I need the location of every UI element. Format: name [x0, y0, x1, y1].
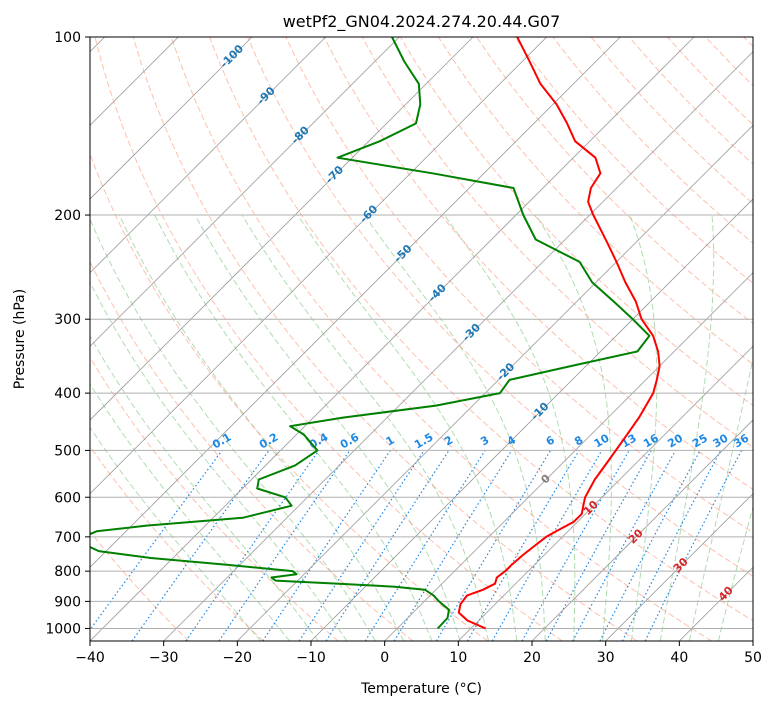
dry-adiabat	[514, 37, 753, 284]
moist-adiabats	[90, 214, 753, 641]
mixing-ratio-line	[185, 450, 320, 641]
isotherm	[90, 37, 326, 274]
y-tick-label: 100	[54, 30, 81, 46]
moist-adiabat	[688, 356, 753, 641]
isotherm	[237, 124, 753, 641]
y-tick-label: 200	[54, 208, 81, 224]
x-tick-label: 0	[380, 650, 389, 666]
x-tick-label: 40	[670, 650, 688, 666]
moist-adiabat	[443, 214, 576, 641]
dry-adiabat	[209, 37, 753, 622]
mixing-ratio-line	[298, 450, 425, 641]
x-tick-label: 50	[744, 650, 762, 666]
moist-adiabat	[90, 426, 262, 641]
isotherm	[310, 198, 753, 641]
moist-adiabat	[297, 214, 518, 641]
plot-frame	[89, 36, 754, 642]
moist-adiabat	[90, 335, 319, 641]
y-tick-label: 400	[54, 386, 81, 402]
mixing-ratio-line	[218, 450, 351, 641]
isotherm	[90, 37, 253, 200]
temperature-line	[457, 37, 661, 630]
x-tick-label: −10	[296, 650, 326, 666]
mixing-ratio-line	[521, 450, 630, 641]
moist-adiabat	[718, 505, 753, 641]
moist-adiabat	[154, 214, 433, 641]
isotherms	[90, 37, 753, 641]
y-tick-label: 700	[54, 530, 81, 546]
dry-adiabat	[90, 356, 339, 641]
dry-adiabat	[437, 37, 753, 365]
chart-title: wetPf2_GN04.2024.274.20.44.G07	[283, 12, 561, 32]
isotherm	[163, 51, 753, 641]
mixing-ratio-line	[545, 450, 652, 641]
mixing-ratio-line	[393, 450, 513, 641]
isotherm	[605, 493, 753, 641]
mixing-ratio-lines	[90, 450, 743, 641]
moist-adiabat	[90, 281, 348, 641]
dry-adiabat	[247, 37, 753, 577]
moist-adiabat	[241, 214, 489, 641]
x-axis-ticks: −40 −30 −20 −10 0 10 20 30 40 50	[75, 641, 762, 666]
mixing-ratio-line	[325, 450, 450, 641]
mixing-ratio-line	[621, 450, 722, 641]
y-tick-label: 600	[54, 490, 81, 506]
moist-adiabat	[90, 382, 291, 641]
moist-adiabat	[629, 214, 658, 641]
y-tick-label: 500	[54, 443, 81, 459]
mixing-ratio-line	[644, 450, 743, 641]
x-axis-title: Temperature (°C)	[360, 681, 482, 697]
isotherm	[90, 37, 547, 495]
moist-adiabat	[90, 217, 376, 641]
dry-adiabat	[170, 37, 712, 641]
y-axis-ticks: 100 200 300 400 500 600 700 800 900 1000	[45, 30, 90, 637]
x-tick-label: −30	[149, 650, 179, 666]
isotherm	[531, 419, 753, 641]
dry-adiabat	[132, 37, 638, 641]
isotherm	[90, 37, 695, 641]
dry-adiabat	[90, 152, 488, 641]
dry-adiabat	[94, 37, 563, 641]
mixing-ratio-line	[262, 450, 391, 641]
mixing-ratio-line	[90, 450, 223, 631]
y-tick-label: 1000	[45, 621, 81, 637]
y-axis-title: Pressure (hPa)	[12, 289, 28, 389]
moist-adiabat	[535, 214, 612, 641]
dry-adiabat	[90, 530, 190, 641]
isotherm	[384, 272, 753, 641]
mixing-ratio-line	[572, 450, 677, 641]
x-tick-label: 10	[449, 650, 467, 666]
moist-adiabat	[194, 214, 461, 641]
dry-adiabat	[90, 445, 264, 641]
x-tick-label: 30	[597, 650, 615, 666]
isotherm	[458, 345, 753, 641]
y-tick-label: 300	[54, 312, 81, 328]
isotherm	[90, 37, 621, 568]
x-tick-label: −40	[75, 650, 105, 666]
moist-adiabat	[659, 214, 715, 641]
plot-area: 0.1 0.2 0.4 0.6 1 1.5 2 3 4 6 8 10 13 16 20 25 30 36-100-…	[90, 37, 753, 641]
series-lines	[90, 37, 661, 630]
x-tick-label: 20	[523, 650, 541, 666]
y-tick-label: 800	[54, 564, 81, 580]
x-tick-label: −20	[223, 650, 253, 666]
isotherm	[90, 37, 400, 347]
moist-adiabat	[119, 214, 405, 641]
dewpoint-line	[90, 37, 651, 630]
y-tick-label: 900	[54, 594, 81, 610]
dry-adiabat	[399, 37, 753, 407]
isotherm	[90, 37, 474, 421]
